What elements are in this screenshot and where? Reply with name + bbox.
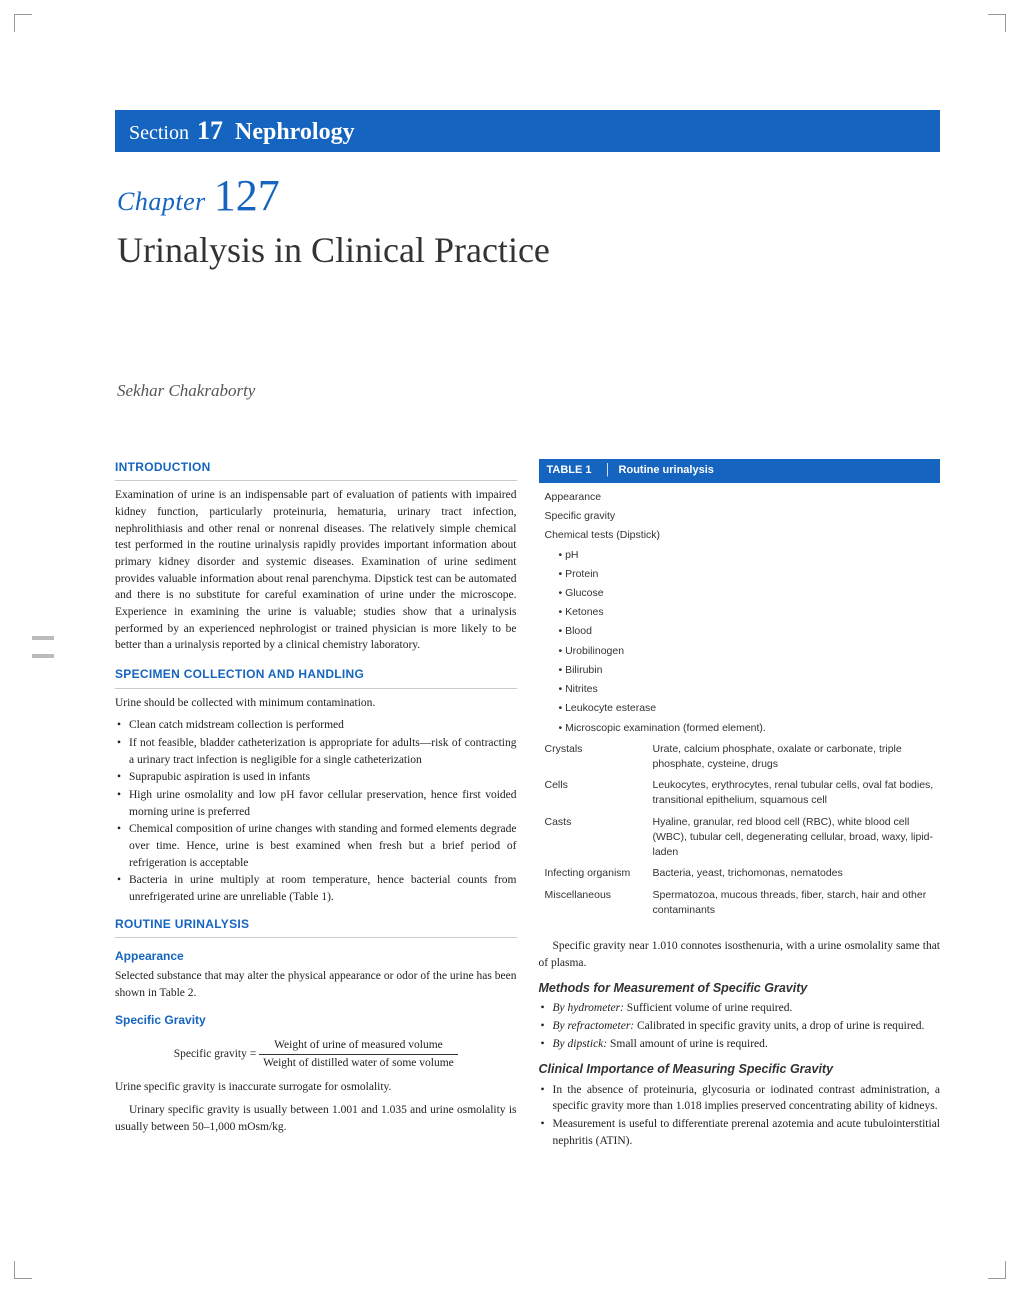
table-subrow: • Glucose xyxy=(545,584,935,603)
table-subrow: • Microscopic examination (formed elemen… xyxy=(545,719,935,738)
chapter-label: Chapter xyxy=(117,187,206,217)
crop-mark-br xyxy=(988,1261,1006,1279)
sg-isosthenuria: Specific gravity near 1.010 connotes iso… xyxy=(539,938,941,971)
left-column: INTRODUCTION Examination of urine is an … xyxy=(115,459,517,1155)
heading-routine: ROUTINE URINALYSIS xyxy=(115,916,517,933)
heading-specific-gravity: Specific Gravity xyxy=(115,1012,517,1029)
crop-mark-tr xyxy=(988,14,1006,32)
pair-label: Casts xyxy=(545,815,645,861)
heading-specimen: SPECIMEN COLLECTION AND HANDLING xyxy=(115,666,517,683)
crop-mark-bl xyxy=(14,1261,32,1279)
table-row: Appearance xyxy=(545,488,935,507)
table-subrow: • Urobilinogen xyxy=(545,642,935,661)
table-1-header: TABLE 1 │ Routine urinalysis xyxy=(539,459,941,484)
methods-list: By hydrometer: Sufficient volume of urin… xyxy=(539,1000,941,1052)
table-subrow: • Ketones xyxy=(545,603,935,622)
list-item: In the absence of proteinuria, glycosuri… xyxy=(539,1082,941,1115)
table-row: Chemical tests (Dipstick) xyxy=(545,526,935,545)
right-column: TABLE 1 │ Routine urinalysis Appearance … xyxy=(539,459,941,1155)
list-item: By dipstick: Small amount of urine is re… xyxy=(539,1036,941,1053)
table-label: TABLE 1 xyxy=(547,464,592,476)
formula-numerator: Weight of urine of measured volume xyxy=(259,1037,458,1055)
list-item: Clean catch midstream collection is perf… xyxy=(115,717,517,734)
specific-gravity-formula: Specific gravity = Weight of urine of me… xyxy=(115,1037,517,1071)
rule xyxy=(115,688,517,689)
appearance-paragraph: Selected substance that may alter the ph… xyxy=(115,968,517,1001)
table-subrow: • Blood xyxy=(545,622,935,641)
pair-value: Leukocytes, erythrocytes, renal tubular … xyxy=(653,778,935,808)
table-subrow: • Nitrites xyxy=(545,680,935,699)
section-label: Section xyxy=(129,122,189,144)
table-1-body: Appearance Specific gravity Chemical tes… xyxy=(539,484,941,926)
table-pairs: Crystals Urate, calcium phosphate, oxala… xyxy=(545,742,935,918)
pair-value: Hyaline, granular, red blood cell (RBC),… xyxy=(653,815,935,861)
formula-denominator: Weight of distilled water of some volume xyxy=(259,1055,458,1072)
pair-value: Urate, calcium phosphate, oxalate or car… xyxy=(653,742,935,772)
intro-paragraph: Examination of urine is an indispensable… xyxy=(115,487,517,654)
chapter-title: Urinalysis in Clinical Practice xyxy=(115,229,940,271)
table-subrow: • pH xyxy=(545,546,935,565)
pair-value: Bacteria, yeast, trichomonas, nematodes xyxy=(653,866,935,881)
list-item: High urine osmolality and low pH favor c… xyxy=(115,787,517,820)
pair-label: Miscellaneous xyxy=(545,888,645,918)
fraction: Weight of urine of measured volume Weigh… xyxy=(259,1037,458,1071)
specimen-bullets: Clean catch midstream collection is perf… xyxy=(115,717,517,905)
list-item: By refractometer: Calibrated in specific… xyxy=(539,1018,941,1035)
heading-methods: Methods for Measurement of Specific Grav… xyxy=(539,979,941,997)
clinical-list: In the absence of proteinuria, glycosuri… xyxy=(539,1082,941,1150)
list-item: If not feasible, bladder catheterization… xyxy=(115,735,517,768)
section-name: Nephrology xyxy=(235,119,355,145)
chapter-number: 127 xyxy=(214,170,280,221)
list-item: Measurement is useful to differentiate p… xyxy=(539,1116,941,1149)
heading-appearance: Appearance xyxy=(115,948,517,965)
pair-value: Spermatozoa, mucous threads, fiber, star… xyxy=(653,888,935,918)
pair-label: Crystals xyxy=(545,742,645,772)
side-registration-marks xyxy=(32,636,54,658)
section-banner: Section 17 Nephrology xyxy=(115,110,940,152)
rule xyxy=(115,937,517,938)
author: Sekhar Chakraborty xyxy=(115,381,940,401)
specimen-lead: Urine should be collected with minimum c… xyxy=(115,695,517,712)
list-item: Suprapubic aspiration is used in infants xyxy=(115,769,517,786)
heading-introduction: INTRODUCTION xyxy=(115,459,517,476)
rule xyxy=(115,480,517,481)
heading-clinical-importance: Clinical Importance of Measuring Specifi… xyxy=(539,1060,941,1078)
table-subrow: • Bilirubin xyxy=(545,661,935,680)
list-item: By hydrometer: Sufficient volume of urin… xyxy=(539,1000,941,1017)
formula-lhs: Specific gravity = xyxy=(174,1048,257,1060)
crop-mark-tl xyxy=(14,14,32,32)
table-subrow: • Leukocyte esterase xyxy=(545,699,935,718)
sg-para-1: Urine specific gravity is inaccurate sur… xyxy=(115,1079,517,1096)
table-1: TABLE 1 │ Routine urinalysis Appearance … xyxy=(539,459,941,926)
table-subrow: • Protein xyxy=(545,565,935,584)
chapter-row: Chapter 127 xyxy=(115,170,940,221)
pair-label: Infecting organism xyxy=(545,866,645,881)
table-row: Specific gravity xyxy=(545,507,935,526)
table-title: Routine urinalysis xyxy=(619,464,714,476)
list-item: Bacteria in urine multiply at room tempe… xyxy=(115,872,517,905)
list-item: Chemical composition of urine changes wi… xyxy=(115,821,517,871)
two-column-body: INTRODUCTION Examination of urine is an … xyxy=(115,459,940,1155)
pair-label: Cells xyxy=(545,778,645,808)
sg-para-2: Urinary specific gravity is usually betw… xyxy=(115,1102,517,1135)
section-number: 17 xyxy=(197,116,223,145)
